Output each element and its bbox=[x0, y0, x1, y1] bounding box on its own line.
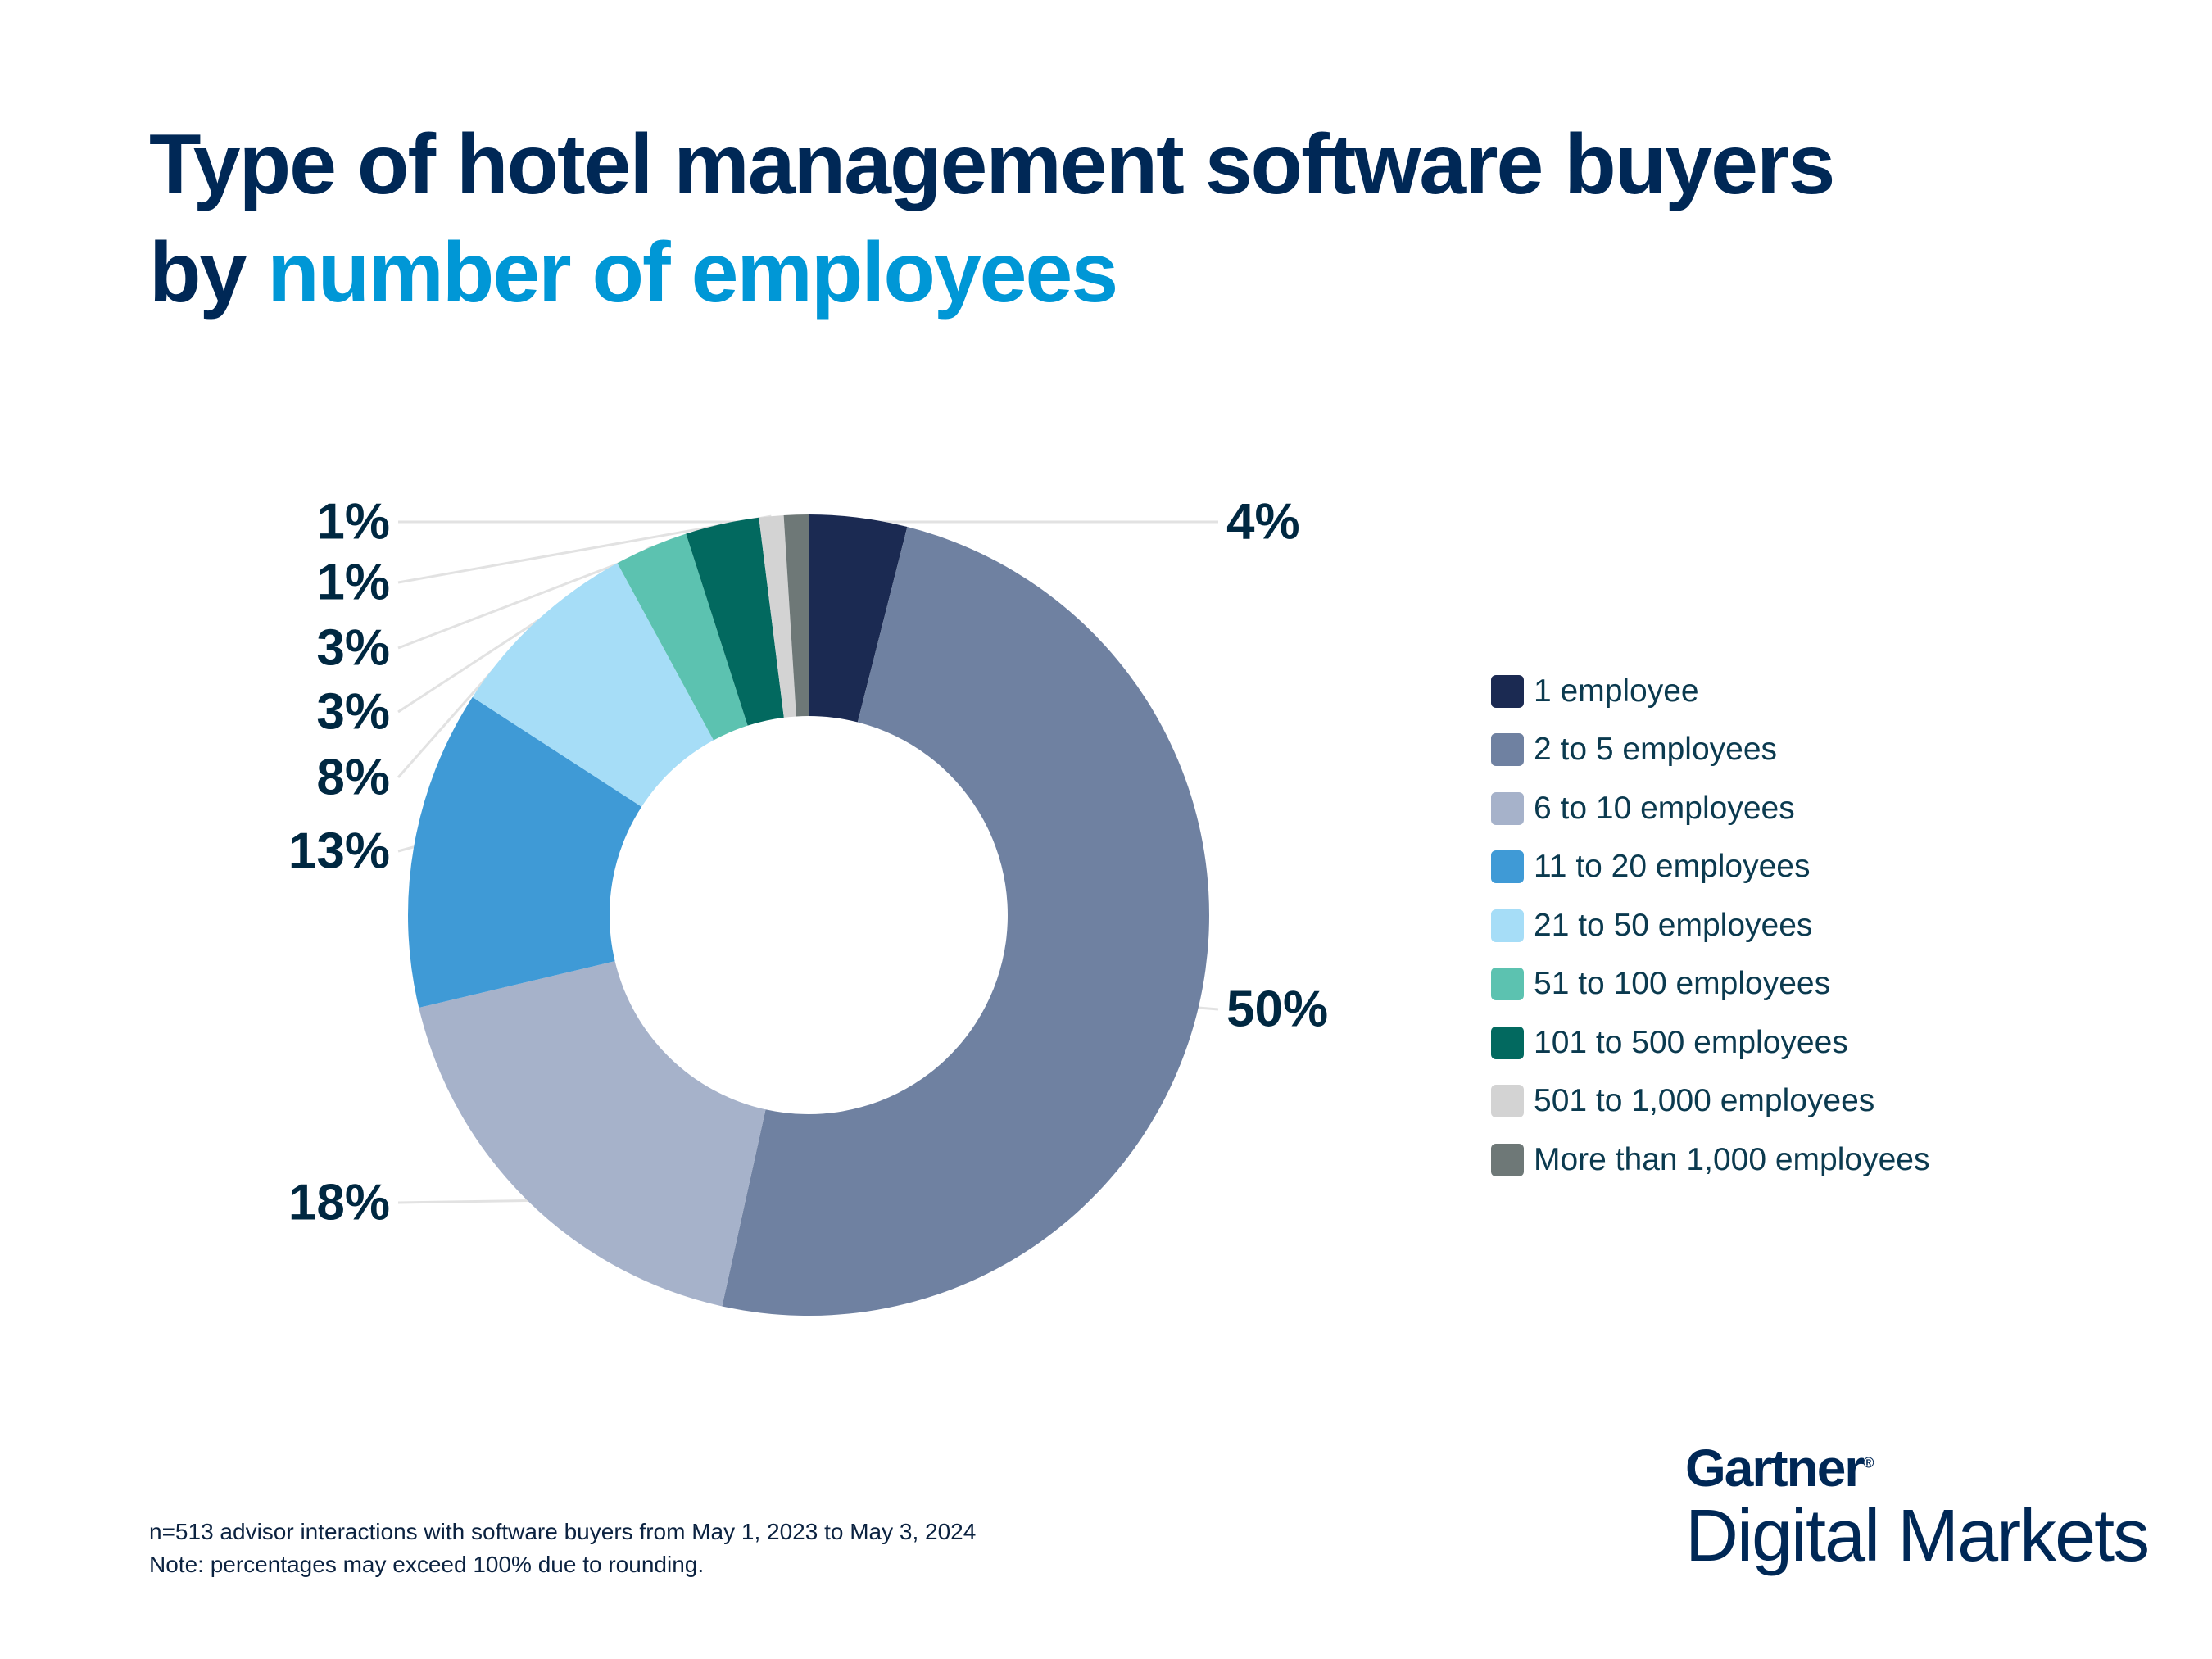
legend-label: More than 1,000 employees bbox=[1534, 1141, 1930, 1177]
data-label-5: 8% bbox=[316, 750, 390, 806]
legend-swatch bbox=[1491, 733, 1524, 767]
donut-slice-7 bbox=[686, 517, 784, 726]
chart-title: Type of hotel management software buyers… bbox=[149, 111, 1835, 327]
legend-label: 101 to 500 employees bbox=[1534, 1024, 1848, 1060]
legend-label: 2 to 5 employees bbox=[1534, 732, 1778, 768]
title-accent: number of employees bbox=[267, 225, 1118, 320]
legend-item: 501 to 1,000 employees bbox=[1491, 1072, 1929, 1131]
legend-label: 21 to 50 employees bbox=[1534, 907, 1813, 943]
logo-brand: Gartner bbox=[1685, 1439, 1865, 1498]
leader-line-2 bbox=[1198, 1006, 1219, 1011]
donut-slice-8 bbox=[759, 514, 796, 718]
legend-label: 51 to 100 employees bbox=[1534, 966, 1831, 1002]
legend-item: 1 employee bbox=[1491, 662, 1929, 721]
data-label-8: 1% bbox=[316, 555, 390, 611]
legend-swatch bbox=[1491, 1143, 1524, 1176]
legend-swatch bbox=[1491, 850, 1524, 884]
legend-swatch bbox=[1491, 909, 1524, 942]
leader-line-4 bbox=[397, 845, 415, 853]
legend-swatch bbox=[1491, 1085, 1524, 1118]
legend-item: 51 to 100 employees bbox=[1491, 955, 1929, 1014]
title-prefix: by bbox=[149, 225, 268, 320]
legend-item: 11 to 20 employees bbox=[1491, 838, 1929, 897]
donut-slice-9 bbox=[783, 514, 809, 717]
legend-item: 101 to 500 employees bbox=[1491, 1013, 1929, 1072]
footer-notes: n=513 advisor interactions with software… bbox=[149, 1516, 976, 1581]
legend-item: 6 to 10 employees bbox=[1491, 779, 1929, 838]
donut-slice-2 bbox=[722, 527, 1210, 1317]
data-label-4: 13% bbox=[288, 823, 390, 880]
legend-swatch bbox=[1491, 968, 1524, 1001]
data-label-6: 3% bbox=[316, 684, 390, 741]
legend-item: 2 to 5 employees bbox=[1491, 721, 1929, 780]
title-line-1: Type of hotel management software buyers bbox=[149, 117, 1835, 212]
data-label-3: 18% bbox=[288, 1175, 390, 1231]
leader-line-3 bbox=[397, 1199, 528, 1204]
data-label-2: 50% bbox=[1226, 981, 1328, 1038]
gartner-logo: Gartner® Digital Markets bbox=[1685, 1438, 2150, 1577]
legend-swatch bbox=[1491, 791, 1524, 825]
legend-label: 11 to 20 employees bbox=[1534, 849, 1811, 885]
logo-registered: ® bbox=[1863, 1454, 1874, 1471]
legend-item: More than 1,000 employees bbox=[1491, 1131, 1929, 1190]
data-label-1: 4% bbox=[1226, 494, 1300, 551]
legend-swatch bbox=[1491, 674, 1524, 708]
legend-swatch bbox=[1491, 1026, 1524, 1059]
legend-label: 6 to 10 employees bbox=[1534, 790, 1795, 826]
sample-note: n=513 advisor interactions with software… bbox=[149, 1519, 977, 1544]
donut-slice-5 bbox=[472, 563, 714, 807]
legend-label: 501 to 1,000 employees bbox=[1534, 1083, 1875, 1119]
legend: 1 employee 2 to 5 employees 6 to 10 employ… bbox=[1491, 662, 1929, 1190]
data-label-9: 1% bbox=[316, 494, 390, 551]
rounding-note: Note: percentages may exceed 100% due to… bbox=[149, 1552, 705, 1577]
donut-slice-3 bbox=[419, 961, 766, 1307]
legend-item: 21 to 50 employees bbox=[1491, 896, 1929, 955]
donut-slice-1 bbox=[809, 514, 908, 723]
donut-slice-4 bbox=[408, 696, 642, 1009]
legend-label: 1 employee bbox=[1534, 673, 1699, 709]
donut-slice-6 bbox=[617, 533, 748, 741]
title-line-2: by number of employees bbox=[149, 219, 1834, 327]
logo-product: Digital Markets bbox=[1685, 1495, 2150, 1577]
data-label-7: 3% bbox=[316, 620, 390, 677]
